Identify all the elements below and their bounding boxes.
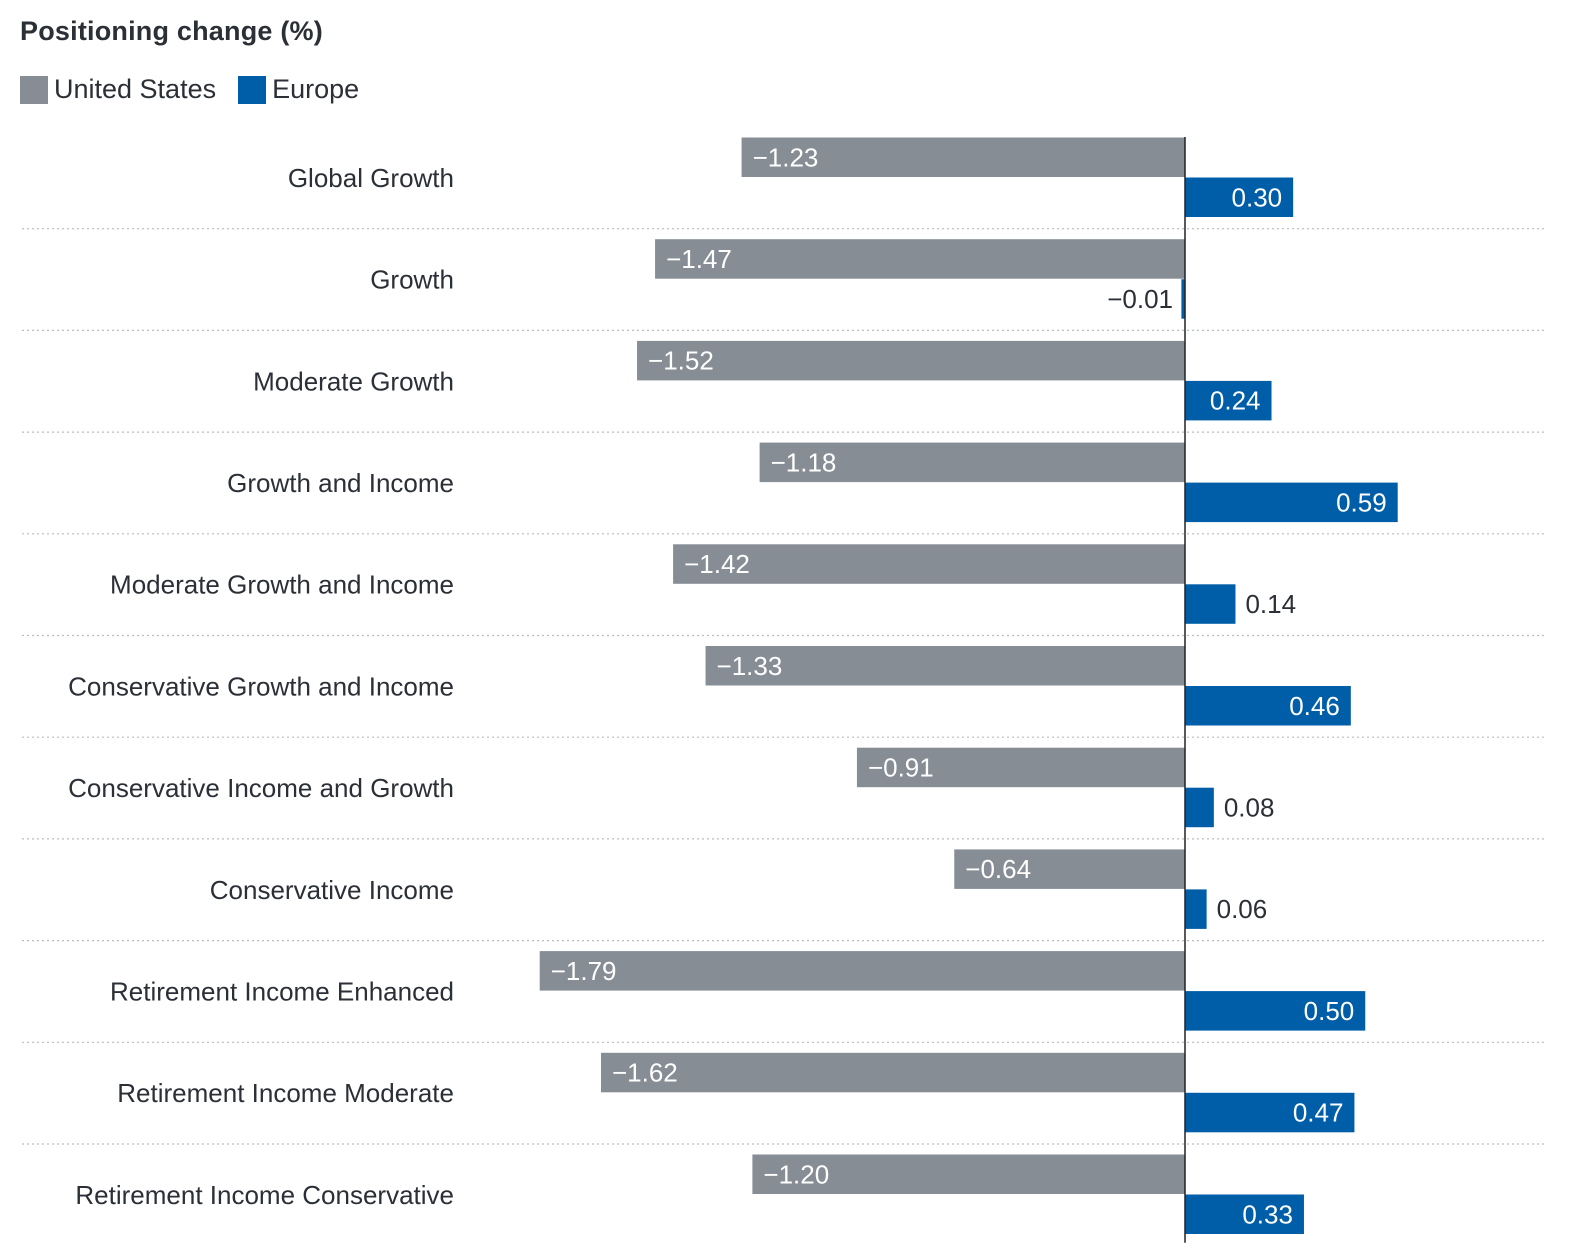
category-label: Growth (370, 265, 454, 295)
bar-united-states (759, 442, 1185, 483)
bar-europe (1185, 1194, 1304, 1234)
legend-label-united-states: United States (54, 74, 217, 104)
category-label: Conservative Income (210, 875, 454, 905)
category-label: Retirement Income Moderate (117, 1078, 454, 1108)
category-label: Moderate Growth (253, 366, 454, 396)
category-label: Conservative Growth and Income (68, 671, 454, 701)
bar-united-states (752, 1154, 1185, 1194)
bar-europe (1185, 787, 1214, 828)
bar-europe (1185, 686, 1351, 726)
category-label: Retirement Income Enhanced (110, 976, 454, 1006)
legend-swatch-europe (238, 75, 267, 104)
bar-united-states (637, 340, 1185, 381)
bar-europe (1185, 380, 1272, 421)
bar-united-states (741, 137, 1185, 177)
data-label-europe: 0.33 (1242, 1199, 1293, 1229)
data-label-united-states: −1.79 (551, 956, 617, 986)
legend-swatch-united-states (20, 75, 48, 104)
chart-title: Positioning change (%) (20, 16, 323, 46)
data-label-europe: 0.47 (1293, 1098, 1344, 1128)
data-label-united-states: −1.62 (612, 1058, 678, 1088)
data-label-europe: 0.46 (1289, 691, 1340, 721)
data-label-united-states: −1.33 (717, 651, 783, 681)
category-label: Conservative Income and Growth (68, 773, 454, 803)
legend-label-europe: Europe (272, 74, 360, 104)
data-label-europe: 0.50 (1304, 996, 1355, 1026)
data-label-united-states: −0.64 (965, 854, 1031, 884)
data-label-europe: 0.14 (1245, 589, 1296, 619)
bar-united-states (539, 951, 1185, 991)
bar-europe (1185, 584, 1236, 624)
data-label-united-states: −1.47 (666, 244, 732, 274)
data-label-europe: 0.08 (1224, 792, 1275, 822)
bar-europe (1181, 279, 1185, 319)
category-label: Retirement Income Conservative (75, 1180, 454, 1210)
data-label-europe: 0.06 (1217, 894, 1268, 924)
data-label-europe: 0.30 (1232, 182, 1283, 212)
data-label-united-states: −0.91 (868, 752, 934, 782)
data-label-europe: 0.24 (1210, 386, 1261, 416)
bar-europe (1185, 177, 1294, 217)
data-label-united-states: −1.42 (684, 549, 750, 579)
bar-united-states (954, 849, 1185, 889)
data-label-united-states: −1.20 (763, 1159, 829, 1189)
data-label-united-states: −1.52 (648, 346, 714, 376)
bar-united-states (600, 1052, 1185, 1093)
bar-europe (1185, 991, 1366, 1031)
data-label-united-states: −1.18 (771, 447, 837, 477)
bar-europe (1185, 1092, 1355, 1133)
bar-united-states (856, 747, 1185, 788)
bar-europe (1185, 482, 1398, 523)
category-label: Growth and Income (227, 468, 454, 498)
category-label: Moderate Growth and Income (110, 570, 454, 600)
bar-united-states (673, 544, 1185, 584)
bar-united-states (655, 239, 1185, 279)
bar-europe (1185, 889, 1207, 929)
legend-item-europe: Europe (238, 74, 359, 105)
data-label-europe: −0.01 (1107, 284, 1173, 314)
legend-item-united-states: United States (20, 74, 216, 105)
data-label-europe: 0.59 (1336, 487, 1387, 517)
bar-united-states (705, 646, 1185, 686)
legend: United States Europe (20, 74, 381, 105)
data-label-united-states: −1.23 (753, 142, 819, 172)
category-label: Global Growth (288, 163, 454, 193)
